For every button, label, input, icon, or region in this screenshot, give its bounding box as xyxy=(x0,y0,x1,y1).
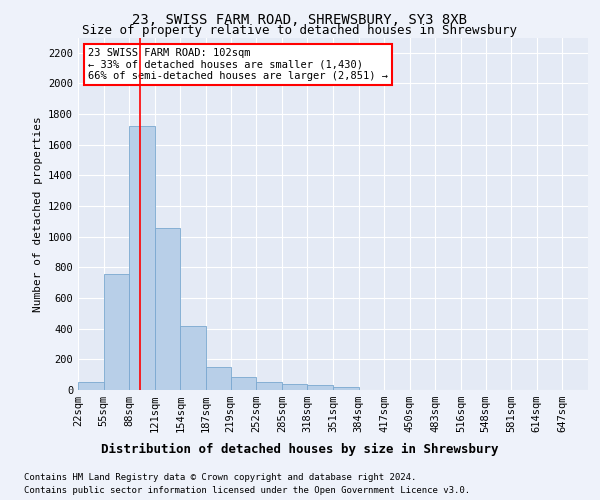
Bar xyxy=(206,367,232,390)
Bar xyxy=(155,228,181,390)
Bar xyxy=(78,382,104,390)
Text: Contains HM Land Registry data © Crown copyright and database right 2024.: Contains HM Land Registry data © Crown c… xyxy=(24,472,416,482)
Bar xyxy=(230,377,256,390)
Y-axis label: Number of detached properties: Number of detached properties xyxy=(32,116,43,312)
Bar xyxy=(333,387,359,390)
Bar xyxy=(181,326,206,390)
Text: 23, SWISS FARM ROAD, SHREWSBURY, SY3 8XB: 23, SWISS FARM ROAD, SHREWSBURY, SY3 8XB xyxy=(133,12,467,26)
Text: Distribution of detached houses by size in Shrewsbury: Distribution of detached houses by size … xyxy=(101,442,499,456)
Bar xyxy=(104,274,129,390)
Bar xyxy=(256,382,282,390)
Text: Contains public sector information licensed under the Open Government Licence v3: Contains public sector information licen… xyxy=(24,486,470,495)
Bar xyxy=(129,126,155,390)
Text: 23 SWISS FARM ROAD: 102sqm
← 33% of detached houses are smaller (1,430)
66% of s: 23 SWISS FARM ROAD: 102sqm ← 33% of deta… xyxy=(88,48,388,82)
Bar xyxy=(307,386,333,390)
Bar xyxy=(282,384,307,390)
Text: Size of property relative to detached houses in Shrewsbury: Size of property relative to detached ho… xyxy=(83,24,517,37)
